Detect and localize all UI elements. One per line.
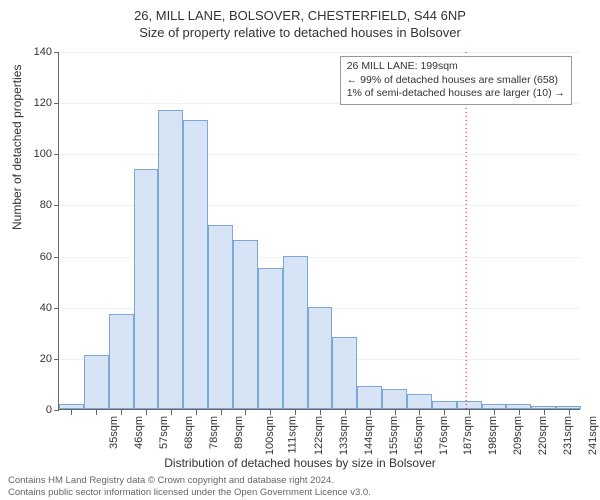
y-tick-label: 80 [22,199,52,211]
annotation-line3: 1% of semi-detached houses are larger (1… [347,87,565,101]
x-tick-label: 78sqm [208,416,220,449]
chart-title: 26, MILL LANE, BOLSOVER, CHESTERFIELD, S… [0,0,600,23]
y-tick-label: 40 [22,302,52,314]
x-tick-mark [71,410,72,415]
x-tick-mark [494,410,495,415]
x-tick-mark [444,410,445,415]
x-tick-mark [320,410,321,415]
x-tick-label: 241sqm [587,416,599,455]
x-tick-label: 100sqm [264,416,276,455]
plot-area: 35sqm46sqm57sqm68sqm78sqm89sqm100sqm111s… [58,52,580,410]
chart-subtitle: Size of property relative to detached ho… [0,23,600,40]
x-tick-label: 231sqm [562,416,574,455]
x-tick-mark [469,410,470,415]
annotation-line2: ← 99% of detached houses are smaller (65… [347,74,565,88]
chart-container: 26, MILL LANE, BOLSOVER, CHESTERFIELD, S… [0,0,600,500]
x-tick-mark [171,410,172,415]
footer-line1: Contains HM Land Registry data © Crown c… [8,475,371,487]
x-tick-mark [544,410,545,415]
x-tick-label: 68sqm [183,416,195,449]
y-tick-label: 0 [22,404,52,416]
x-axis-title: Distribution of detached houses by size … [0,456,600,470]
y-tick-label: 120 [22,97,52,109]
x-tick-mark [295,410,296,415]
x-tick-mark [569,410,570,415]
x-tick-mark [370,410,371,415]
y-tick-label: 140 [22,46,52,58]
x-tick-mark [419,410,420,415]
x-tick-mark [270,410,271,415]
x-tick-label: 122sqm [313,416,325,455]
footer-text: Contains HM Land Registry data © Crown c… [8,475,371,499]
x-tick-label: 165sqm [413,416,425,455]
x-tick-label: 176sqm [438,416,450,455]
x-tick-mark [245,410,246,415]
x-tick-mark [395,410,396,415]
y-tick-label: 100 [22,148,52,160]
footer-line2: Contains public sector information licen… [8,487,371,499]
x-tick-mark [345,410,346,415]
x-tick-label: 35sqm [108,416,120,449]
x-tick-mark [146,410,147,415]
y-tick-mark [54,410,59,411]
x-tick-mark [121,410,122,415]
x-tick-label: 89sqm [233,416,245,449]
marker-svg [59,52,581,410]
x-tick-mark [519,410,520,415]
plot-wrap: 35sqm46sqm57sqm68sqm78sqm89sqm100sqm111s… [58,52,580,410]
y-tick-label: 60 [22,251,52,263]
y-tick-label: 20 [22,353,52,365]
x-tick-label: 57sqm [158,416,170,449]
x-tick-label: 111sqm [287,416,299,454]
x-tick-label: 144sqm [363,416,375,455]
annotation-box: 26 MILL LANE: 199sqm← 99% of detached ho… [340,56,572,105]
x-tick-label: 133sqm [338,416,350,455]
x-tick-mark [221,410,222,415]
x-tick-label: 155sqm [388,416,400,455]
x-tick-mark [196,410,197,415]
x-tick-label: 187sqm [463,416,475,455]
x-tick-label: 46sqm [133,416,145,449]
x-tick-label: 198sqm [487,416,499,455]
x-tick-mark [96,410,97,415]
annotation-line1: 26 MILL LANE: 199sqm [347,60,565,74]
x-tick-label: 220sqm [537,416,549,455]
x-tick-label: 209sqm [512,416,524,455]
